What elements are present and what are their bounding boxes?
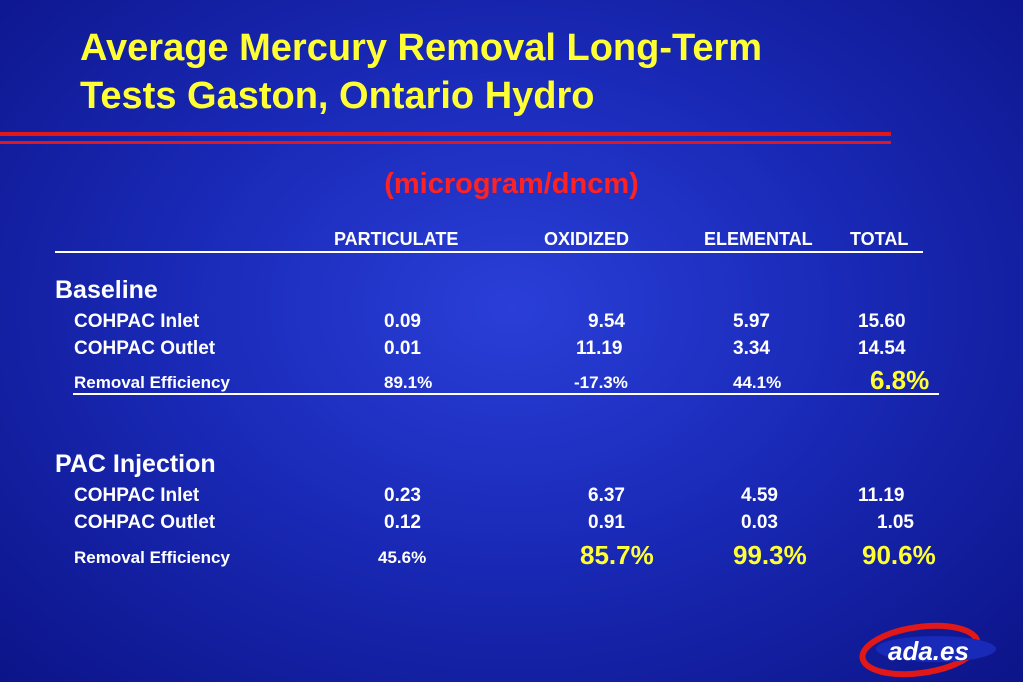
header-oxidized: OXIDIZED xyxy=(544,229,630,249)
baseline-inlet-particulate: 0.09 xyxy=(384,311,421,332)
pac-inlet-oxidized: 6.37 xyxy=(588,485,625,506)
baseline-inlet-elemental: 5.97 xyxy=(733,311,770,332)
section-pac-injection: PAC Injection xyxy=(55,450,216,478)
header-total: TOTAL xyxy=(850,229,909,249)
pac-inlet-label: COHPAC Inlet xyxy=(74,485,200,506)
baseline-inlet-oxidized: 9.54 xyxy=(588,311,625,332)
logo-text: ada.es xyxy=(888,636,969,666)
pac-inlet-elemental: 4.59 xyxy=(741,485,778,506)
baseline-outlet-oxidized: 11.19 xyxy=(576,338,623,359)
pac-inlet-total: 11.19 xyxy=(858,485,905,506)
title-divider-bottom xyxy=(0,141,891,144)
baseline-removal-label: Removal Efficiency xyxy=(74,373,230,392)
baseline-outlet-particulate: 0.01 xyxy=(384,338,421,359)
slide-title: Average Mercury Removal Long-Term Tests … xyxy=(80,24,980,120)
pac-outlet-label: COHPAC Outlet xyxy=(74,512,216,533)
pac-removal-total: 90.6% xyxy=(862,540,936,570)
pac-outlet-particulate: 0.12 xyxy=(384,512,421,533)
pac-outlet-total: 1.05 xyxy=(877,512,914,533)
header-particulate: PARTICULATE xyxy=(334,229,459,249)
header-elemental: ELEMENTAL xyxy=(704,229,813,249)
title-line-2: Tests Gaston, Ontario Hydro xyxy=(80,75,595,117)
pac-removal-particulate: 45.6% xyxy=(378,548,427,567)
pac-outlet-elemental: 0.03 xyxy=(741,512,778,533)
pac-inlet-particulate: 0.23 xyxy=(384,485,421,506)
header-underline xyxy=(55,251,923,253)
baseline-inlet-total: 15.60 xyxy=(858,311,906,332)
baseline-removal-total: 6.8% xyxy=(870,365,930,395)
baseline-removal-particulate: 89.1% xyxy=(384,373,433,392)
pac-removal-oxidized: 85.7% xyxy=(580,540,654,570)
pac-removal-label: Removal Efficiency xyxy=(74,548,230,567)
ada-es-logo: ada.es xyxy=(859,622,996,678)
pac-removal-elemental: 99.3% xyxy=(733,540,807,570)
baseline-inlet-label: COHPAC Inlet xyxy=(74,311,200,332)
baseline-outlet-total: 14.54 xyxy=(858,338,906,359)
unit-label: (microgram/dncm) xyxy=(384,168,639,200)
baseline-removal-oxidized: -17.3% xyxy=(574,373,628,392)
baseline-removal-underline xyxy=(73,393,939,395)
title-line-1: Average Mercury Removal Long-Term xyxy=(80,27,763,69)
baseline-outlet-label: COHPAC Outlet xyxy=(74,338,216,359)
section-baseline: Baseline xyxy=(55,276,158,304)
pac-outlet-oxidized: 0.91 xyxy=(588,512,625,533)
baseline-outlet-elemental: 3.34 xyxy=(733,338,770,359)
baseline-removal-elemental: 44.1% xyxy=(733,373,782,392)
title-divider-top xyxy=(0,132,891,136)
